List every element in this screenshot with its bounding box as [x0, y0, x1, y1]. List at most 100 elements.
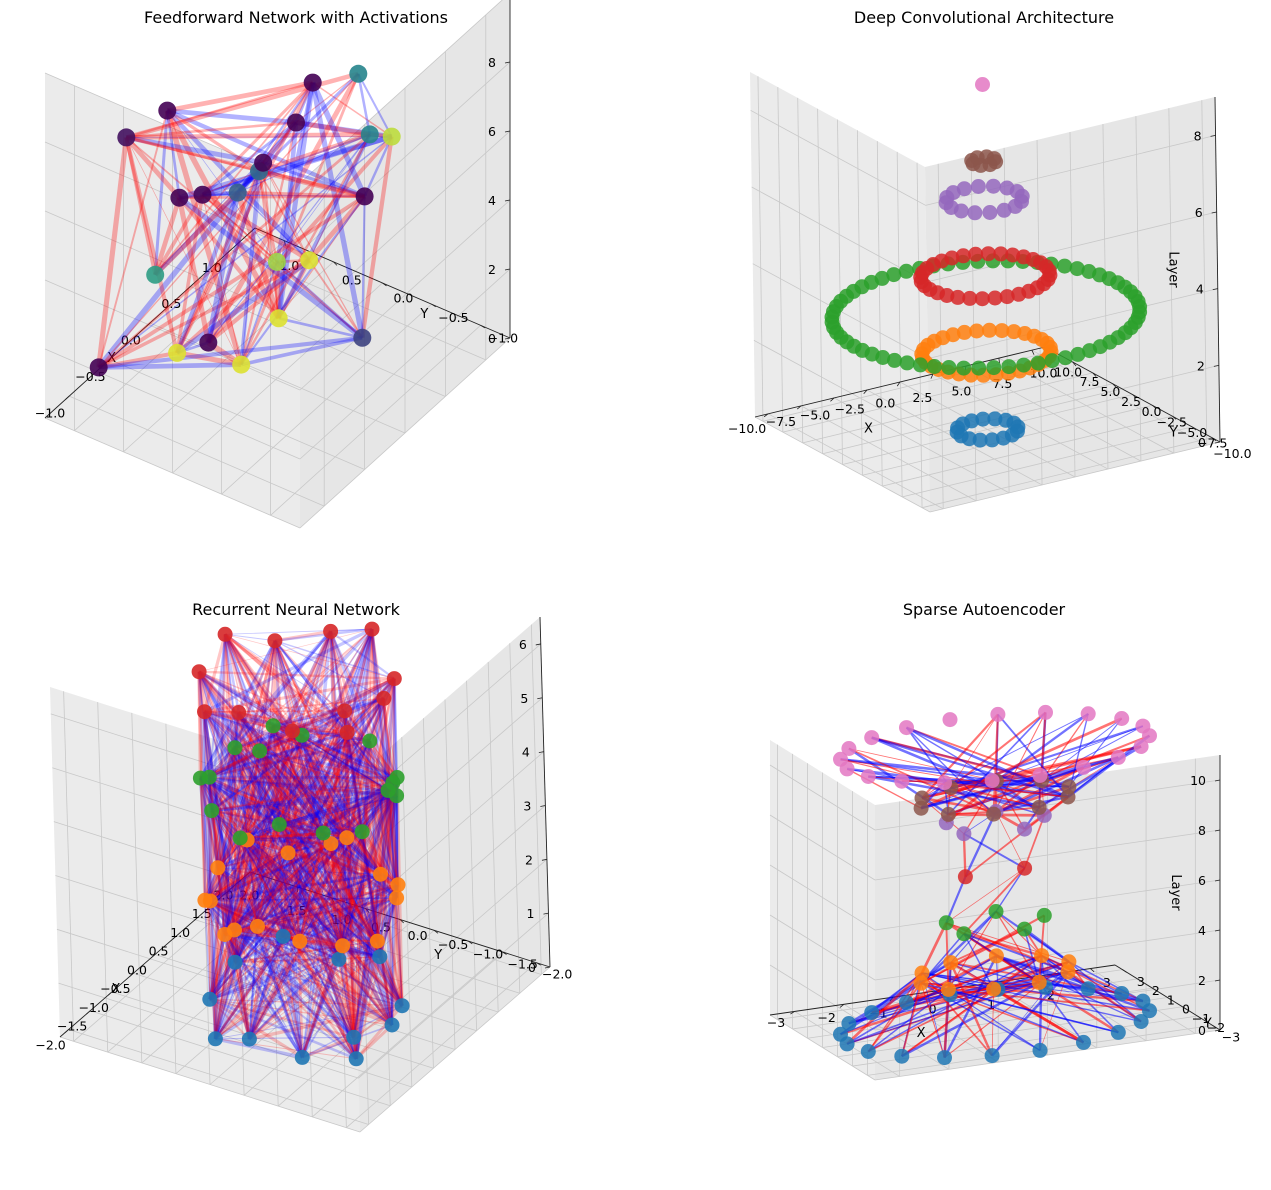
edge-positive: [214, 897, 398, 1040]
edge-positive: [153, 193, 205, 276]
edge-positive: [238, 837, 259, 927]
node-point: [984, 432, 1000, 448]
edge-positive: [351, 873, 383, 1038]
edge-positive: [213, 730, 294, 1040]
edge-positive: [295, 120, 371, 137]
edge-negative: [274, 640, 394, 784]
node-point: [953, 203, 969, 219]
gridline: [299, 0, 503, 184]
gridline: [769, 914, 876, 981]
node-point: [1017, 921, 1032, 937]
y-tick-label: 7.5: [1080, 374, 1100, 389]
edge-negative: [299, 884, 399, 942]
edge-negative: [199, 777, 304, 1058]
edge-negative: [205, 192, 241, 344]
x-tick-label: 0.0: [121, 333, 141, 348]
edge-positive: [201, 193, 278, 263]
node-point: [346, 1029, 362, 1045]
edge-negative: [278, 824, 357, 1059]
edge-negative: [393, 678, 399, 778]
edge-positive: [213, 867, 220, 1039]
x-tick-mark: [237, 879, 242, 884]
gridline: [175, 908, 367, 1075]
edge-negative: [224, 933, 340, 960]
node-point: [841, 741, 857, 756]
edge-negative: [233, 731, 349, 931]
node-point: [210, 860, 226, 876]
y-tick-mark: [1167, 997, 1172, 1001]
edge-positive: [209, 998, 355, 1039]
node-point: [984, 773, 1000, 789]
edge-negative: [214, 935, 285, 1040]
edge-negative: [256, 852, 290, 927]
edge-positive: [237, 712, 304, 1058]
z-tick-label: 10: [1190, 773, 1206, 788]
edge-negative: [300, 734, 333, 844]
edge-positive: [202, 633, 227, 713]
edge-positive: [208, 777, 284, 937]
edge-positive: [235, 191, 282, 320]
node-point: [864, 1005, 880, 1021]
edge-positive: [97, 110, 169, 368]
y-tick-mark: [1122, 969, 1127, 973]
edge-negative: [211, 810, 393, 1026]
gridline: [874, 879, 1221, 931]
edge-negative: [276, 82, 316, 319]
node-point: [937, 775, 952, 791]
edge-positive: [341, 831, 364, 946]
edge-negative: [299, 873, 381, 942]
edge-negative: [209, 697, 385, 902]
gridline: [356, 859, 548, 1025]
node-point: [950, 289, 966, 305]
node-point: [981, 322, 997, 338]
gridline: [896, 151, 903, 497]
edge-negative: [246, 839, 259, 927]
y-axis-label: Y: [433, 948, 442, 963]
y-tick-label: −1: [1192, 1011, 1210, 1026]
edge-positive: [234, 730, 348, 750]
node-point: [987, 290, 1003, 306]
edge-positive: [216, 866, 285, 938]
edge-negative: [345, 837, 358, 1059]
edge-negative: [246, 839, 303, 1058]
edge-positive: [291, 729, 394, 784]
node-point: [985, 178, 1001, 194]
edge-positive: [1041, 954, 1150, 1012]
edge-negative: [209, 730, 293, 902]
edge-positive: [224, 633, 348, 839]
edge-negative: [239, 740, 371, 839]
edge-positive: [210, 809, 355, 1038]
edge-negative: [274, 82, 315, 263]
edge-negative: [198, 711, 241, 779]
node-point: [999, 289, 1015, 305]
edge-negative: [209, 998, 357, 1061]
panel-sparse-autoencoder: Sparse Autoencoder −3−2−10123−3−2−101230…: [767, 600, 1240, 1081]
node-point: [974, 291, 990, 307]
edge-negative: [203, 711, 251, 1040]
edge-positive: [234, 935, 284, 964]
y-tick-label: −1.5: [508, 956, 538, 971]
edge-negative: [217, 750, 261, 868]
edge-positive: [246, 838, 379, 943]
edge-negative: [213, 961, 237, 1040]
edge-positive: [224, 782, 394, 935]
edge-negative: [233, 697, 385, 931]
gridline: [55, 875, 356, 971]
gridline: [750, 109, 926, 206]
edge-negative: [287, 781, 394, 854]
x-tick-mark: [863, 389, 868, 394]
edge-positive: [337, 628, 374, 960]
edge-negative: [274, 640, 398, 797]
edge-positive: [97, 258, 310, 369]
node-point: [1044, 353, 1060, 369]
node-point: [940, 981, 956, 997]
edge-negative: [234, 961, 357, 1060]
edge-negative: [233, 746, 381, 958]
edge-positive: [287, 852, 340, 960]
node-point: [335, 938, 351, 954]
edge-negative: [279, 790, 389, 825]
edge-negative: [945, 876, 967, 924]
edge-negative: [322, 789, 389, 834]
edge-positive: [215, 945, 343, 1040]
node-point: [913, 975, 929, 991]
